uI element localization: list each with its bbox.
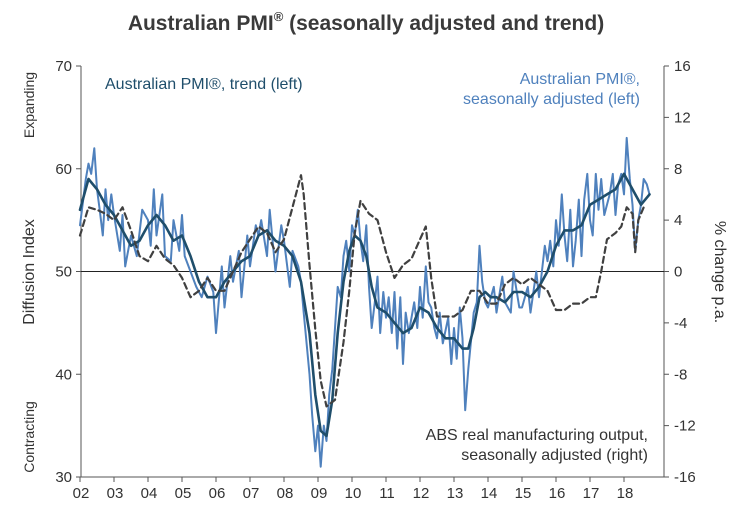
y-left-top-note: Expanding — [21, 72, 37, 138]
x-axis-ticks: 02 03 04 05 06 07 08 09 10 11 12 13 14 15 16 17 18 — [73, 477, 634, 502]
x-tick-label: 10 — [345, 485, 362, 502]
y-left-tick-label: 60 — [55, 161, 72, 178]
sa-series-label-line2: seasonally adjusted (left) — [463, 91, 640, 108]
y-left-tick-label: 50 — [55, 264, 72, 281]
y-left-bottom-note: Contracting — [21, 401, 37, 473]
x-tick-label: 18 — [617, 485, 634, 502]
y-right-tick-label: -16 — [674, 469, 696, 486]
y-right-tick-label: -8 — [674, 366, 687, 383]
sa-series-label-line1: Australian PMI®, — [520, 71, 640, 88]
x-tick-label: 12 — [413, 485, 430, 502]
x-tick-label: 06 — [209, 485, 226, 502]
x-tick-label: 16 — [549, 485, 566, 502]
y-right-tick-label: -12 — [674, 418, 696, 435]
x-tick-label: 05 — [175, 485, 192, 502]
abs-series-label-line2: seasonally adjusted (right) — [461, 447, 648, 464]
series-abs-line — [78, 174, 645, 408]
x-tick-label: 07 — [243, 485, 260, 502]
y-left-tick-label: 70 — [55, 58, 72, 75]
y-left-tick-label: 40 — [55, 366, 72, 383]
trend-series-label: Australian PMI®, trend (left) — [105, 76, 303, 93]
y-left-axis-title: Diffusion Index — [21, 219, 38, 325]
y-right-tick-label: 12 — [674, 109, 691, 126]
x-tick-label: 09 — [311, 485, 328, 502]
x-tick-label: 02 — [73, 485, 90, 502]
abs-series-label-line1: ABS real manufacturing output, — [426, 427, 648, 444]
y-right-tick-label: 16 — [674, 58, 691, 75]
chart-title-registered-mark: ® — [274, 9, 284, 24]
x-tick-label: 13 — [447, 485, 464, 502]
x-tick-label: 14 — [481, 485, 498, 502]
x-tick-label: 15 — [515, 485, 532, 502]
x-tick-label: 04 — [141, 485, 158, 502]
y-right-tick-label: 0 — [674, 264, 682, 281]
y-left-tick-label: 30 — [55, 469, 72, 486]
chart-title-rest: (seasonally adjusted and trend) — [283, 12, 604, 35]
y-right-axis-title: % change p.a. — [711, 221, 728, 323]
chart-title-main: Australian PMI — [128, 12, 274, 35]
y-left-axis-ticks: 30 40 50 60 70 — [55, 58, 81, 486]
x-tick-label: 11 — [379, 485, 395, 502]
series-trend-line — [78, 172, 651, 438]
chart-title: Australian PMI® (seasonally adjusted and… — [128, 9, 604, 35]
series-sa-line — [79, 136, 651, 468]
y-right-tick-label: 4 — [674, 212, 682, 229]
series-layer — [78, 136, 651, 468]
x-tick-label: 17 — [583, 485, 600, 502]
y-right-tick-label: -4 — [674, 315, 687, 332]
x-tick-label: 08 — [277, 485, 294, 502]
x-tick-label: 03 — [107, 485, 124, 502]
y-right-tick-label: 8 — [674, 161, 682, 178]
y-right-axis-ticks: 16 12 8 4 0 -4 -8 -12 -16 — [664, 58, 696, 486]
